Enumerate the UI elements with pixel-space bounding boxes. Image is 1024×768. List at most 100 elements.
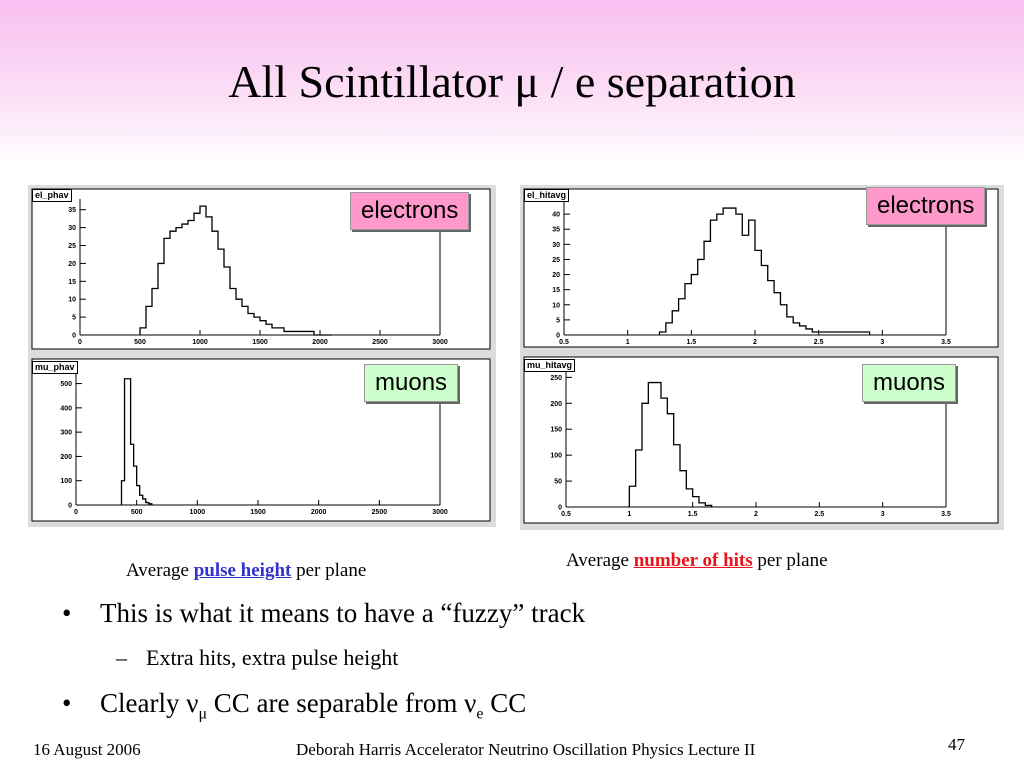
bullet-2-post: CC	[483, 688, 527, 718]
histogram-bin	[642, 403, 648, 507]
histogram-bin	[176, 228, 182, 335]
histogram-bin	[698, 259, 704, 335]
histogram-bin	[308, 331, 314, 335]
footer-page-number: 47	[948, 735, 965, 754]
electrons-tag-left: electrons	[350, 192, 470, 230]
histogram-bin	[146, 306, 152, 335]
bullet-1: • This is what it means to have a “fuzzy…	[62, 598, 585, 629]
histogram-bin	[838, 332, 844, 335]
caption-right-prefix: Average	[566, 550, 634, 571]
bullet-2-sub-mu: μ	[198, 705, 208, 723]
y-tick-label: 250	[550, 375, 562, 382]
x-tick-label: 2.5	[814, 511, 824, 518]
y-tick-label: 35	[68, 207, 76, 214]
x-tick-label: 3000	[432, 509, 448, 516]
hist-name-el-hitavg: el_hitavg	[524, 189, 570, 202]
hist-name-mu-hitavg: mu_hitavg	[524, 359, 576, 372]
histogram-bin	[768, 281, 774, 335]
histogram-bin	[629, 486, 635, 507]
histogram-bin	[863, 332, 869, 335]
histogram-bin	[672, 311, 678, 335]
x-tick-label: 2000	[312, 339, 328, 346]
histogram-bin	[686, 489, 692, 507]
histogram-bin	[218, 249, 224, 335]
histogram-bin	[146, 503, 149, 505]
bullet-1-text: This is what it means to have a “fuzzy” …	[100, 598, 586, 628]
caption-left-highlight: pulse height	[193, 560, 292, 581]
histogram-bin	[648, 383, 654, 507]
x-tick-label: 1500	[252, 339, 268, 346]
x-tick-label: 3	[881, 511, 885, 518]
histogram-bin	[780, 305, 786, 335]
title-band	[0, 0, 1024, 165]
histogram-series	[120, 378, 153, 505]
histogram-bin	[761, 265, 767, 335]
histogram-bin	[188, 220, 194, 335]
y-tick-label: 50	[554, 479, 562, 486]
caption-right-highlight: number of hits	[633, 550, 753, 571]
histogram-bin	[819, 332, 825, 335]
histogram-bin	[774, 293, 780, 335]
histogram-series	[628, 381, 713, 507]
histogram-bin	[851, 332, 857, 335]
histogram-bin	[284, 331, 290, 335]
bullet-2-sub-e: e	[476, 705, 484, 723]
caption-right-suffix: per plane	[752, 550, 828, 571]
y-tick-label: 25	[68, 243, 76, 250]
histogram-bin	[730, 208, 736, 335]
histogram-bin	[691, 275, 697, 335]
muons-tag-right: muons	[862, 364, 957, 402]
histogram-bin	[717, 214, 723, 335]
histogram-bin	[290, 331, 296, 335]
histogram-bin	[194, 213, 200, 335]
histogram-bin	[164, 238, 170, 335]
histogram-bin	[685, 284, 691, 335]
histogram-bin	[212, 231, 218, 335]
histogram-bin	[266, 324, 272, 335]
histogram-bin	[140, 328, 146, 335]
y-tick-label: 100	[550, 453, 562, 460]
y-tick-label: 5	[72, 315, 76, 322]
histogram-bin	[661, 398, 667, 507]
histogram-bin	[152, 288, 158, 335]
y-tick-label: 25	[552, 257, 560, 264]
histogram-bin	[242, 306, 248, 335]
y-tick-label: 40	[552, 212, 560, 219]
histogram-bin	[710, 220, 716, 335]
slide-title: All Scintillator μ / e separation	[228, 56, 796, 107]
caption-left: Average pulse height per plane	[126, 560, 366, 582]
caption-left-suffix: per plane	[291, 560, 367, 581]
histogram-bin	[182, 224, 188, 335]
histogram-bin	[158, 263, 164, 335]
y-tick-label: 5	[556, 317, 560, 324]
histogram-bin	[248, 314, 254, 335]
histogram-bin	[787, 317, 793, 335]
histogram-bin	[755, 250, 761, 335]
subbullet-1-marker: –	[116, 645, 127, 670]
histogram-bin	[149, 504, 152, 505]
right-figure-panel: 0.5 1 1.5 2 2.5 3 3.5 0 5 10 15 20 25 30 35 40 el_hitav…	[520, 185, 1004, 530]
bullet-2-pre: Clearly ν	[100, 688, 199, 718]
subbullet-1-text: Extra hits, extra pulse height	[146, 645, 399, 670]
histogram-bin	[844, 332, 850, 335]
x-tick-label: 1.5	[688, 511, 698, 518]
caption-left-prefix: Average	[126, 560, 194, 581]
y-tick-label: 500	[60, 381, 72, 388]
histogram-bin	[125, 379, 128, 505]
x-tick-label: 1	[626, 339, 630, 346]
histogram-bin	[749, 220, 755, 335]
histogram-bin	[224, 267, 230, 335]
histogram-bin	[660, 332, 666, 335]
x-tick-label: 0	[78, 339, 82, 346]
histogram-bin	[636, 450, 642, 507]
histogram-bin	[206, 217, 212, 335]
histogram-bin	[134, 466, 137, 505]
y-tick-label: 150	[550, 427, 562, 434]
histogram-bin	[137, 486, 140, 505]
x-tick-label: 2	[754, 511, 758, 518]
y-tick-label: 35	[552, 227, 560, 234]
histogram-bin	[674, 445, 680, 507]
y-tick-label: 200	[60, 454, 72, 461]
y-tick-label: 0	[556, 333, 560, 340]
x-tick-label: 1000	[190, 509, 206, 516]
